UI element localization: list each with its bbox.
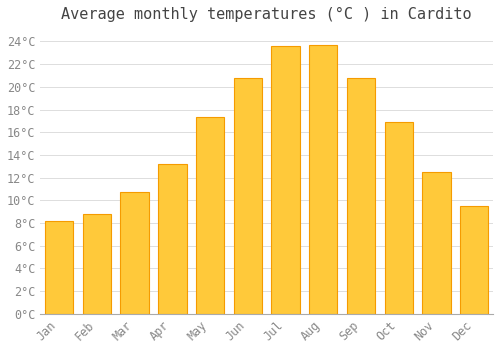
Bar bbox=[422, 172, 450, 314]
Bar bbox=[45, 221, 74, 314]
Bar bbox=[347, 78, 375, 314]
Bar bbox=[234, 78, 262, 314]
Bar bbox=[272, 46, 299, 314]
Bar bbox=[384, 122, 413, 314]
Bar bbox=[83, 214, 111, 314]
Title: Average monthly temperatures (°C ) in Cardito: Average monthly temperatures (°C ) in Ca… bbox=[62, 7, 472, 22]
Bar bbox=[460, 206, 488, 314]
Bar bbox=[158, 164, 186, 314]
Bar bbox=[196, 118, 224, 314]
Bar bbox=[309, 45, 338, 314]
Bar bbox=[120, 193, 149, 314]
